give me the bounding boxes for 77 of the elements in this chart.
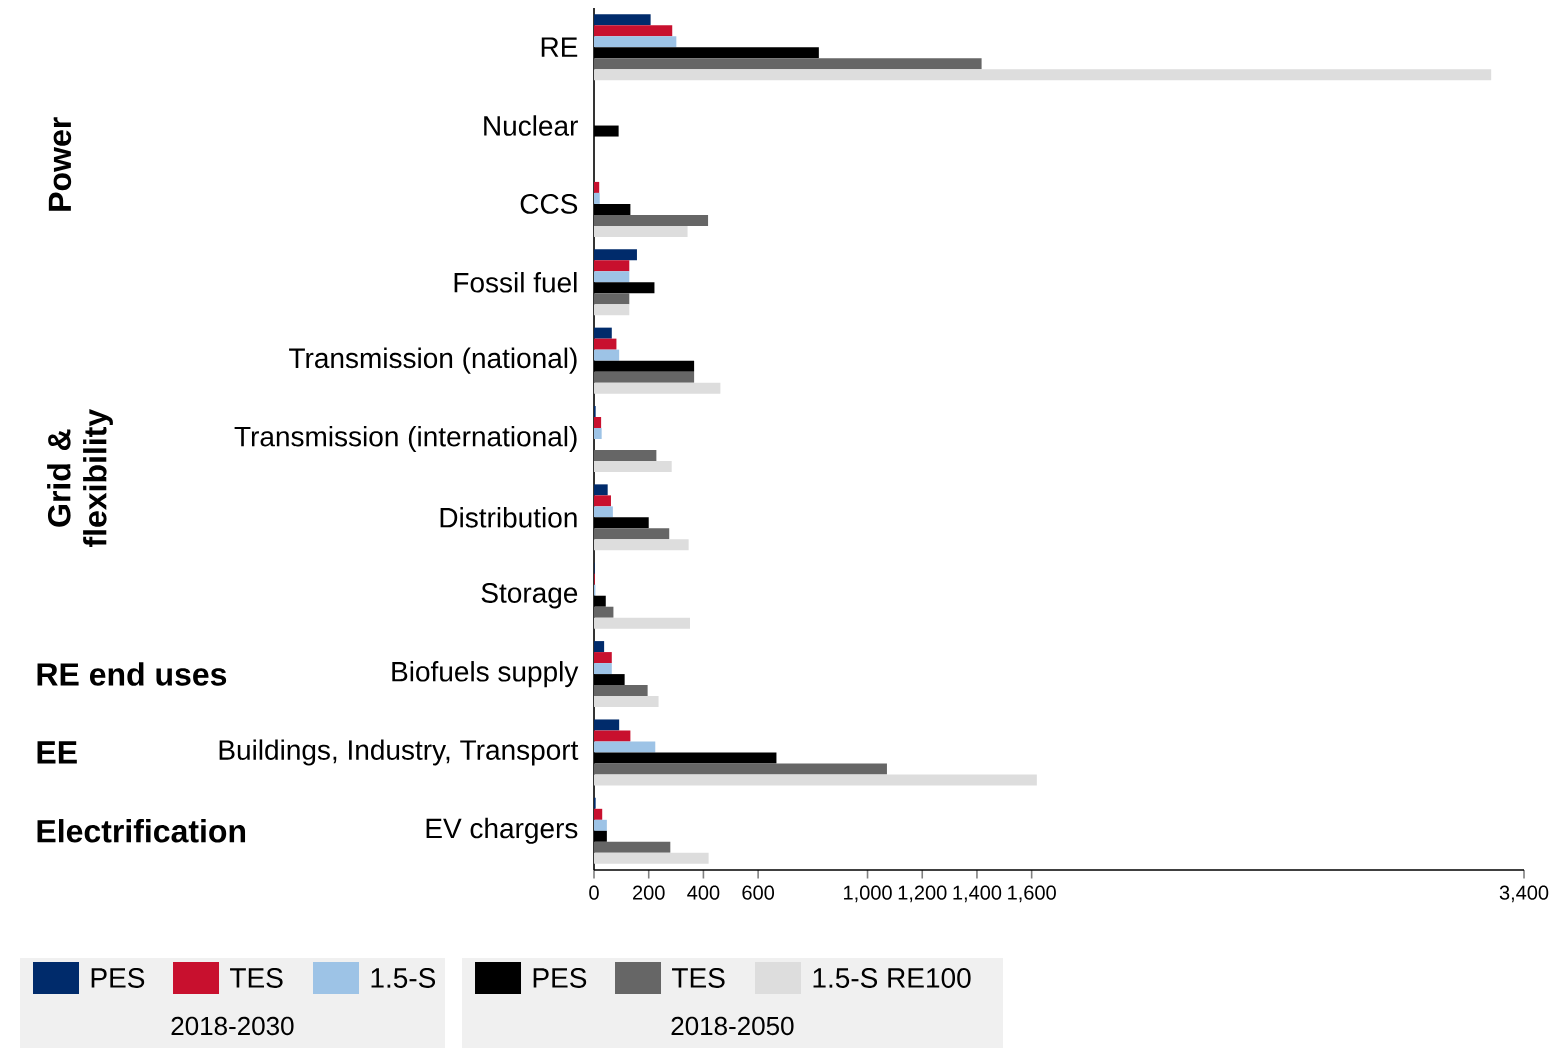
y-tick-label: EV chargers xyxy=(426,817,578,844)
bar xyxy=(594,852,709,864)
y-tick-label: Storage xyxy=(481,583,578,609)
y-tick-label: Buildings, Industry, Transport xyxy=(219,739,579,766)
y-tick-label: Fossil fuel xyxy=(454,271,577,293)
bar xyxy=(594,663,612,675)
bar xyxy=(594,338,617,350)
y-tick-label: Transmission (national) xyxy=(289,347,577,374)
legend-label: 1.5-S xyxy=(371,968,436,988)
bar xyxy=(594,450,657,461)
bar xyxy=(594,371,695,383)
x-tick-label: 0 xyxy=(589,885,599,900)
bar xyxy=(594,260,630,272)
bar xyxy=(594,730,631,742)
bar xyxy=(594,36,677,48)
text: RE end uses xyxy=(37,662,227,686)
y-tick-label: Transmission (international) xyxy=(234,425,577,453)
bar xyxy=(594,539,689,551)
text: EE xyxy=(37,741,77,764)
bar xyxy=(594,382,721,394)
bar xyxy=(594,25,673,37)
bar xyxy=(594,58,982,70)
bar xyxy=(594,249,637,261)
y-tick-label: Distribution xyxy=(440,507,577,528)
text: Power xyxy=(48,117,72,211)
x-tick-label: 1,200 xyxy=(898,885,947,903)
bar xyxy=(594,774,1037,786)
x-tick-label: 1,600 xyxy=(1008,885,1056,903)
text: 2018-2050 xyxy=(671,1016,794,1036)
bar xyxy=(594,819,607,831)
y-tick-label: CCS xyxy=(520,193,578,214)
y-tick-label: RE xyxy=(541,37,578,57)
bar xyxy=(594,617,691,629)
text: Grid & flexibility xyxy=(47,408,113,547)
bar xyxy=(594,696,659,708)
bar xyxy=(594,225,688,237)
x-tick-label: 1,400 xyxy=(953,885,1002,903)
bar xyxy=(594,271,630,283)
bar xyxy=(594,528,670,540)
legend-label: PES xyxy=(533,968,587,988)
bar xyxy=(594,214,709,226)
text: Electrification xyxy=(37,819,246,843)
bar xyxy=(594,304,630,316)
bar xyxy=(594,349,620,361)
bar xyxy=(594,641,605,653)
legend-label: TES xyxy=(230,968,283,988)
bar xyxy=(594,606,614,618)
bar xyxy=(594,327,612,339)
legend-label: PES xyxy=(91,968,145,988)
x-tick-label: 200 xyxy=(633,885,665,900)
bar xyxy=(594,506,613,518)
bar xyxy=(594,652,612,664)
legend-label: TES xyxy=(672,968,725,988)
y-tick-label: Biofuels supply xyxy=(392,661,579,688)
bar xyxy=(594,461,672,472)
bar xyxy=(594,841,671,853)
x-tick-label: 600 xyxy=(742,885,775,900)
bar xyxy=(594,427,602,439)
bar xyxy=(594,495,611,507)
bar xyxy=(594,192,600,204)
bar xyxy=(594,741,656,753)
bar xyxy=(594,484,608,496)
x-tick-label: 3,400 xyxy=(1499,885,1549,903)
x-tick-label: 1,000 xyxy=(844,885,892,903)
legend-label: 1.5-S RE100 xyxy=(813,968,971,988)
bar xyxy=(594,719,620,731)
bar xyxy=(594,416,602,428)
bar xyxy=(594,685,648,697)
bar xyxy=(594,14,651,26)
bar xyxy=(594,181,600,193)
y-tick-label: Nuclear xyxy=(484,115,578,136)
text: 2018-2030 xyxy=(171,1016,294,1036)
x-tick-label: 400 xyxy=(687,885,720,900)
bar xyxy=(594,808,603,820)
bar xyxy=(594,293,630,305)
bar xyxy=(594,69,1492,81)
bar xyxy=(594,763,887,775)
